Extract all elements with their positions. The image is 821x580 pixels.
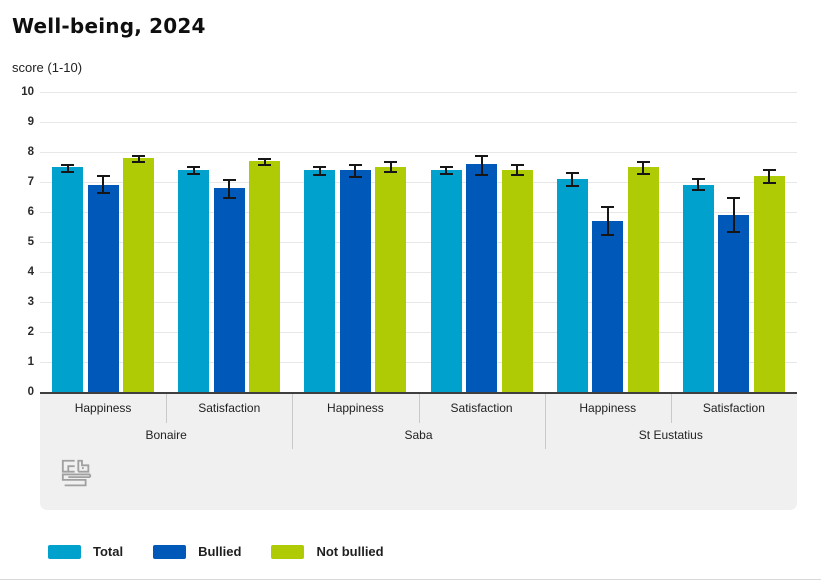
gridline: [40, 152, 797, 153]
bar-total-bonaire-satisfaction[interactable]: [178, 170, 210, 392]
legend-item-total[interactable]: Total: [48, 544, 123, 559]
x-category-label: Satisfaction: [702, 401, 765, 415]
x-region-label: Saba: [404, 428, 433, 442]
axis-divider: [544, 394, 546, 449]
bar-bullied-st-eustatius-happiness[interactable]: [592, 221, 624, 392]
y-tick-label: 7: [27, 176, 34, 188]
bar-bullied-bonaire-satisfaction[interactable]: [213, 188, 245, 392]
y-tick-label: 5: [27, 236, 34, 248]
bar-bullied-st-eustatius-satisfaction[interactable]: [718, 215, 750, 392]
x-region-label: Bonaire: [145, 428, 187, 442]
x-category-label: Happiness: [579, 401, 637, 415]
bar-not-bullied-saba-happiness[interactable]: [375, 167, 407, 392]
y-tick-label: 0: [27, 386, 34, 398]
gridline: [40, 182, 797, 183]
bar-not-bullied-st-eustatius-satisfaction[interactable]: [753, 176, 785, 392]
cbs-logo: [60, 458, 93, 494]
legend-swatch: [153, 544, 187, 559]
x-axis-label-area: Happiness Satisfaction Happiness Satisfacti…: [40, 392, 797, 510]
legend: Total Bullied Not bullied: [48, 544, 384, 559]
y-tick-label: 2: [27, 326, 34, 338]
menu-button[interactable]: [770, 26, 793, 43]
x-category-label: Happiness: [74, 401, 132, 415]
bar-bullied-bonaire-happiness[interactable]: [87, 185, 119, 392]
legend-label: Total: [93, 544, 124, 559]
bar-not-bullied-st-eustatius-happiness[interactable]: [627, 167, 659, 392]
bar-total-st-eustatius-happiness[interactable]: [556, 179, 588, 392]
y-tick-label: 9: [27, 116, 34, 128]
gridline: [40, 212, 797, 213]
axis-divider: [670, 394, 672, 423]
chart-plot-area: 0 1 2 3 4 5 6 7 8 9 10: [21, 86, 797, 398]
bar-total-saba-satisfaction[interactable]: [430, 170, 462, 392]
y-tick-label: 10: [21, 86, 34, 98]
bar-not-bullied-bonaire-satisfaction[interactable]: [249, 161, 281, 392]
y-tick-label: 4: [27, 266, 34, 278]
x-category-label: Happiness: [327, 401, 384, 415]
axis-divider: [418, 394, 420, 423]
legend-label: Bullied: [198, 544, 242, 559]
legend-swatch: [48, 544, 81, 559]
gridline: [40, 122, 797, 123]
legend-item-bullied[interactable]: Bullied: [153, 544, 241, 559]
bar-total-bonaire-happiness[interactable]: [52, 167, 84, 392]
axis-divider: [292, 394, 294, 449]
bar-bullied-saba-happiness[interactable]: [339, 170, 371, 392]
page-title: Well-being, 2024: [12, 14, 206, 38]
axis-divider: [166, 394, 168, 423]
gridline: [40, 332, 797, 333]
y-tick-label: 8: [27, 146, 34, 158]
gridline: [40, 92, 797, 93]
gridline: [40, 302, 797, 303]
gridline: [40, 242, 797, 243]
legend-label: Not bullied: [316, 544, 384, 559]
gridline: [40, 362, 797, 363]
bar-not-bullied-saba-satisfaction[interactable]: [501, 170, 533, 392]
x-region-label: St Eustatius: [638, 428, 703, 442]
y-axis-unit-label: score (1-10): [12, 60, 83, 75]
y-tick-label: 1: [27, 356, 34, 368]
x-category-label: Satisfaction: [450, 401, 513, 415]
x-category-label: Satisfaction: [198, 401, 261, 415]
bar-total-saba-happiness[interactable]: [304, 170, 336, 392]
gridline: [40, 272, 797, 273]
y-tick-label: 6: [27, 206, 34, 218]
legend-swatch: [271, 544, 305, 559]
y-tick-label: 3: [27, 296, 34, 308]
bar-total-st-eustatius-satisfaction[interactable]: [682, 185, 714, 392]
legend-item-not-bullied[interactable]: Not bullied: [271, 544, 384, 559]
bar-not-bullied-bonaire-happiness[interactable]: [123, 158, 155, 392]
bar-bullied-saba-satisfaction[interactable]: [466, 164, 498, 392]
